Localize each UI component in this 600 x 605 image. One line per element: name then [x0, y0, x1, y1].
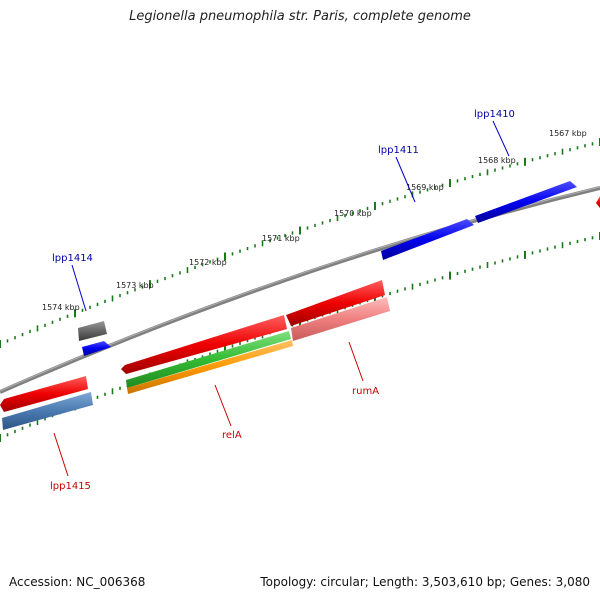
gene-arrow-lpp1411[interactable] [381, 219, 474, 260]
callout-lpp1411 [395, 156, 416, 203]
callout-lpp1410 [492, 120, 510, 157]
gene-arrow-lpp1410[interactable] [475, 181, 577, 223]
gene-label-lpp1410[interactable]: lpp1410 [474, 109, 515, 120]
gene-label-lpp1411[interactable]: lpp1411 [378, 145, 419, 156]
gene-label-lpp1415[interactable]: lpp1415 [50, 481, 91, 492]
scale-label: 1573 kbp [116, 281, 154, 290]
genome-backbone [0, 186, 600, 394]
scale-label: 1572 kbp [189, 258, 227, 267]
scale-label: 1569 kbp [406, 183, 444, 192]
gene-block-orange[interactable] [127, 340, 293, 394]
gene-arrow-right-edge[interactable] [596, 196, 600, 208]
gene-labels: lpp1410 lpp1411 lpp1414 rumA relA lpp141… [50, 109, 515, 492]
gene-block-green[interactable] [126, 331, 291, 388]
gene-arrow-rumA[interactable] [291, 297, 390, 341]
gene-arrow-lpp1415-red[interactable] [0, 376, 88, 412]
callout-relA [214, 384, 232, 427]
gene-block-grey[interactable] [78, 321, 107, 341]
reverse-genes [0, 280, 390, 430]
scale-label: 1574 kbp [42, 303, 80, 312]
genome-backbone-highlight [0, 186, 600, 392]
map-title: Legionella pneumophila str. Paris, compl… [129, 9, 471, 24]
callout-lines [53, 120, 510, 477]
callout-rumA [348, 341, 364, 382]
gene-arrow-relA[interactable] [121, 315, 287, 374]
scale-label: 1570 kbp [334, 209, 372, 218]
scale-labels: 1567 kbp 1568 kbp 1569 kbp 1570 kbp 1571… [42, 129, 587, 312]
gene-label-rumA[interactable]: rumA [352, 386, 379, 397]
gene-arrow-lpp1414[interactable] [82, 341, 111, 356]
genome-summary-text: Topology: circular; Length: 3,503,610 bp… [260, 575, 590, 589]
scale-label: 1567 kbp [549, 129, 587, 138]
gene-label-relA[interactable]: relA [222, 430, 242, 441]
callout-lpp1414 [71, 264, 87, 312]
scale-label: 1568 kbp [478, 156, 516, 165]
gene-arrow-rumA-upper[interactable] [286, 280, 385, 326]
scale-label: 1571 kbp [262, 234, 300, 243]
gene-block-steel[interactable] [2, 392, 93, 430]
accession-text: Accession: NC_006368 [9, 575, 146, 589]
callout-lpp1415 [53, 432, 69, 477]
gene-label-lpp1414[interactable]: lpp1414 [52, 253, 93, 264]
forward-genes [78, 181, 600, 356]
